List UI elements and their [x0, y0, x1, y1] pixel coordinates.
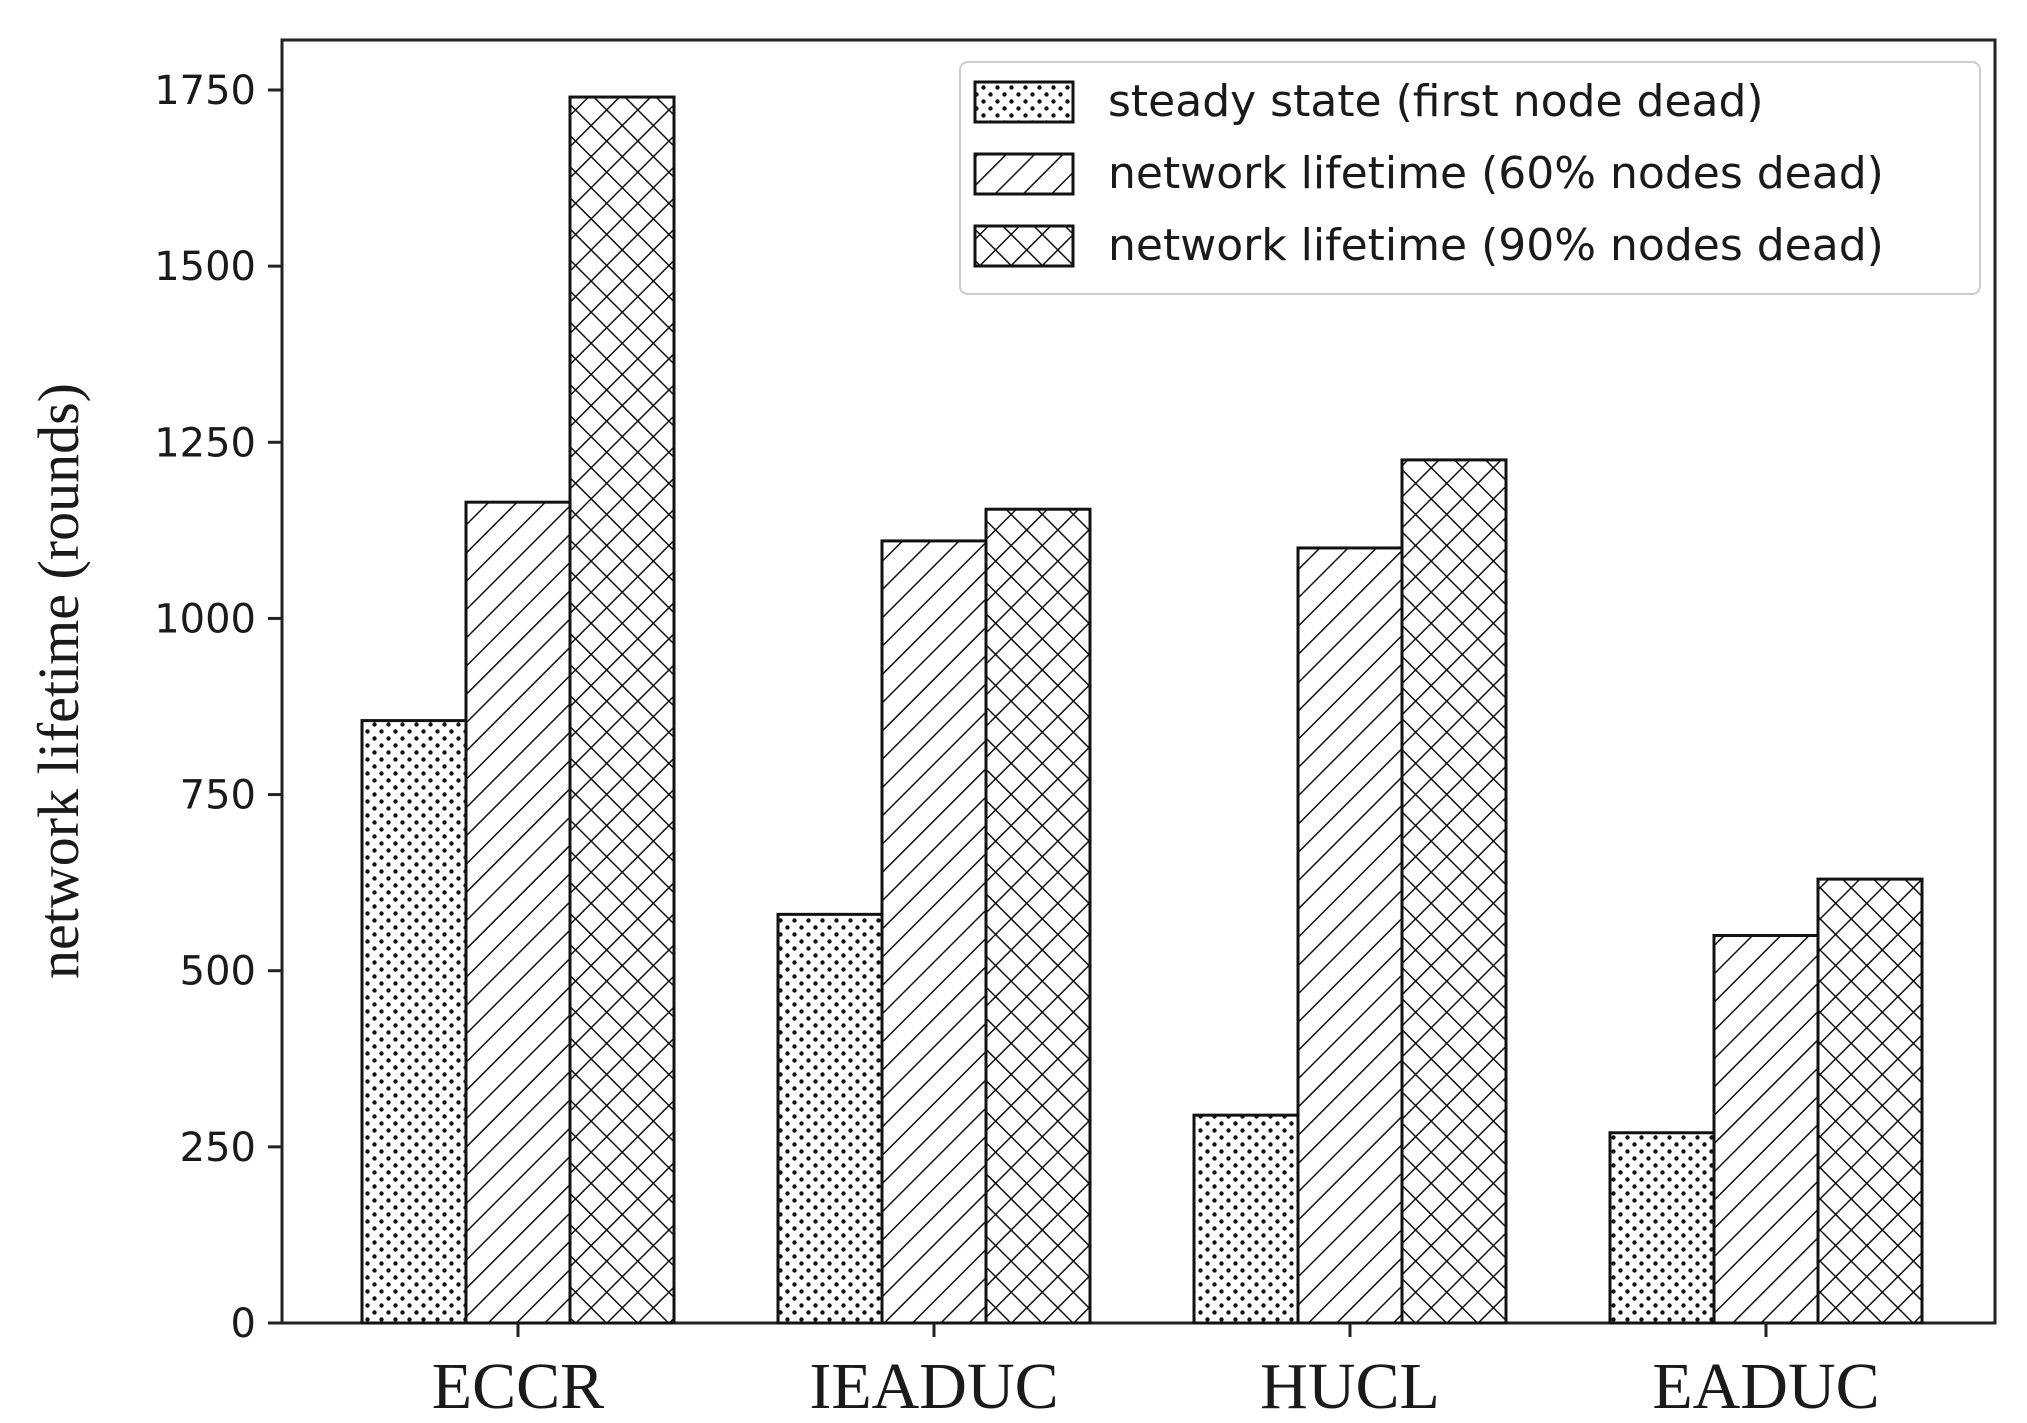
legend-items: steady state (first node dead) network li…	[973, 76, 1884, 271]
bar-eaduc-series-2	[1712, 933, 1820, 1325]
bar-eaduc-series-1	[1608, 1131, 1716, 1325]
legend-swatch	[973, 80, 1075, 124]
x-tick-label: IEADUC	[809, 1350, 1058, 1423]
bar-eccr-series-2	[464, 500, 572, 1325]
legend: steady state (first node dead) network li…	[959, 61, 1981, 295]
y-tick-label: 0	[231, 1301, 256, 1347]
bar-eccr-series-1	[360, 719, 468, 1325]
y-tick-label: 1250	[154, 420, 256, 466]
legend-label: network lifetime (90% nodes dead)	[1108, 220, 1884, 271]
x-axis: ECCR IEADUC HUCL EADUC	[432, 1323, 1880, 1423]
y-tick-label: 250	[180, 1125, 256, 1171]
bar-eccr-series-3	[568, 95, 676, 1325]
bar-eaduc-series-3	[1816, 877, 1924, 1325]
legend-label: steady state (first node dead)	[1108, 76, 1764, 127]
x-tick-label: EADUC	[1652, 1350, 1879, 1423]
bar-ieaduc-series-2	[880, 539, 988, 1325]
y-tick-label: 1500	[154, 244, 256, 290]
y-tick-label: 500	[180, 949, 256, 995]
legend-label: network lifetime (60% nodes dead)	[1108, 148, 1884, 199]
bar-hucl-series-3	[1400, 458, 1508, 1325]
bar-ieaduc-series-3	[984, 507, 1092, 1325]
legend-box	[959, 61, 1981, 295]
legend-swatch	[973, 152, 1075, 196]
x-tick-label: ECCR	[432, 1350, 604, 1423]
y-tick-label: 1000	[154, 596, 256, 642]
x-tick-label: HUCL	[1260, 1350, 1440, 1423]
plot-frame	[280, 38, 1997, 1325]
bar-hucl-series-2	[1296, 546, 1404, 1325]
y-axis-label: network lifetime (rounds)	[26, 383, 91, 979]
legend-swatch	[973, 224, 1075, 268]
y-tick-label: 1750	[154, 68, 256, 114]
y-tick-label: 750	[180, 773, 256, 819]
bar-hucl-series-1	[1192, 1113, 1300, 1325]
bar-ieaduc-series-1	[776, 912, 884, 1325]
y-axis: 0 250 500 750 1000 1250 1500 1750	[154, 68, 282, 1347]
